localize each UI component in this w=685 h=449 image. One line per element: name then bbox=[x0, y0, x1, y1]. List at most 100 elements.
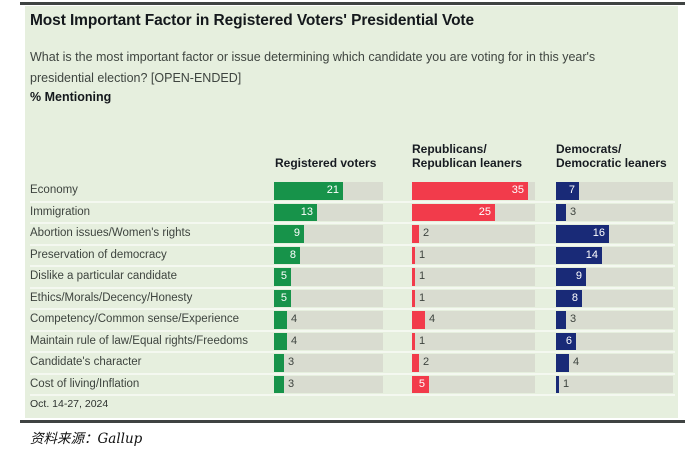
republicans-bar bbox=[412, 332, 415, 350]
registered-voters-bar bbox=[274, 375, 284, 393]
registered-voters-track: 9 bbox=[274, 225, 383, 243]
registered-voters-bar: 8 bbox=[274, 246, 300, 264]
row-label: Ethics/Morals/Decency/Honesty bbox=[30, 291, 193, 304]
registered-voters-value: 3 bbox=[288, 356, 295, 368]
democrats-value: 16 bbox=[592, 227, 605, 239]
republicans-bar bbox=[412, 225, 419, 243]
republicans-value: 5 bbox=[418, 377, 425, 390]
survey-question: What is the most important factor or iss… bbox=[30, 50, 596, 85]
democrats-track: 1 bbox=[556, 375, 673, 393]
registered-voters-track: 8 bbox=[274, 246, 383, 264]
republicans-bar bbox=[412, 311, 425, 329]
republicans-track: 2 bbox=[412, 225, 535, 243]
chart-row: Cost of living/Inflation 3 5 1 bbox=[30, 375, 675, 395]
democrats-value: 4 bbox=[573, 356, 580, 368]
registered-voters-bar: 21 bbox=[274, 182, 343, 200]
chart-row: Abortion issues/Women's rights 9 2 16 bbox=[30, 224, 675, 244]
bottom-rule bbox=[20, 420, 685, 423]
page-title: Most Important Factor in Registered Vote… bbox=[30, 12, 475, 29]
registered-voters-bar bbox=[274, 311, 287, 329]
row-label: Preservation of democracy bbox=[30, 248, 167, 261]
democrats-track: 9 bbox=[556, 268, 673, 286]
democrats-value: 3 bbox=[570, 313, 577, 325]
top-rule bbox=[20, 2, 685, 5]
democrats-track: 14 bbox=[556, 246, 673, 264]
republicans-bar bbox=[412, 289, 415, 307]
republicans-track: 2 bbox=[412, 354, 535, 372]
republicans-track: 25 bbox=[412, 203, 535, 221]
chart-row: Maintain rule of law/Equal rights/Freedo… bbox=[30, 332, 675, 352]
democrats-value: 14 bbox=[585, 248, 598, 261]
democrats-value: 7 bbox=[568, 184, 575, 196]
registered-voters-value: 5 bbox=[280, 270, 287, 282]
column-header-registered-voters: Registered voters bbox=[275, 156, 377, 170]
chart-row: Ethics/Morals/Decency/Honesty 5 1 8 bbox=[30, 289, 675, 309]
chart-row: Competency/Common sense/Experience 4 4 3 bbox=[30, 310, 675, 330]
republicans-track: 5 bbox=[412, 375, 535, 393]
registered-voters-track: 5 bbox=[274, 268, 383, 286]
registered-voters-value: 21 bbox=[326, 184, 339, 196]
registered-voters-track: 3 bbox=[274, 375, 383, 393]
republicans-value: 2 bbox=[423, 227, 430, 239]
democrats-bar: 9 bbox=[556, 268, 586, 286]
row-label: Maintain rule of law/Equal rights/Freedo… bbox=[30, 334, 248, 347]
republicans-track: 35 bbox=[412, 182, 535, 200]
republicans-bar: 25 bbox=[412, 203, 495, 221]
republicans-bar bbox=[412, 246, 415, 264]
registered-voters-bar bbox=[274, 354, 284, 372]
democrats-value: 6 bbox=[565, 334, 572, 347]
democrats-value: 9 bbox=[575, 270, 582, 282]
registered-voters-track: 4 bbox=[274, 311, 383, 329]
republicans-bar bbox=[412, 354, 419, 372]
row-label: Competency/Common sense/Experience bbox=[30, 313, 240, 325]
republicans-value: 35 bbox=[511, 184, 524, 196]
registered-voters-bar: 5 bbox=[274, 289, 291, 307]
registered-voters-bar: 13 bbox=[274, 203, 317, 221]
republicans-bar: 5 bbox=[412, 375, 429, 393]
republicans-value: 25 bbox=[478, 205, 491, 218]
democrats-track: 4 bbox=[556, 354, 673, 372]
chart-row: Candidate's character 3 2 4 bbox=[30, 353, 675, 373]
democrats-value: 8 bbox=[571, 291, 578, 304]
democrats-bar: 14 bbox=[556, 246, 602, 264]
democrats-bar bbox=[556, 375, 559, 393]
bar-chart-rows: Economy 21 35 7 Immigration 13 25 3 Abortion iss… bbox=[30, 181, 675, 396]
registered-voters-value: 4 bbox=[291, 334, 298, 347]
chart-row: Preservation of democracy 8 1 14 bbox=[30, 246, 675, 266]
registered-voters-track: 4 bbox=[274, 332, 383, 350]
row-label: Immigration bbox=[30, 205, 91, 218]
democrats-track: 16 bbox=[556, 225, 673, 243]
field-dates: Oct. 14-27, 2024 bbox=[30, 398, 109, 410]
registered-voters-track: 13 bbox=[274, 203, 383, 221]
republicans-value: 4 bbox=[429, 313, 436, 325]
democrats-track: 7 bbox=[556, 182, 673, 200]
democrats-value: 3 bbox=[570, 205, 577, 218]
registered-voters-value: 3 bbox=[288, 377, 295, 390]
republicans-track: 1 bbox=[412, 289, 535, 307]
registered-voters-bar bbox=[274, 332, 287, 350]
democrats-track: 6 bbox=[556, 332, 673, 350]
row-label: Abortion issues/Women's rights bbox=[30, 227, 191, 239]
democrats-bar: 8 bbox=[556, 289, 582, 307]
democrats-track: 3 bbox=[556, 203, 673, 221]
democrats-track: 8 bbox=[556, 289, 673, 307]
chart-row: Immigration 13 25 3 bbox=[30, 203, 675, 223]
republicans-value: 1 bbox=[419, 334, 426, 347]
row-label: Dislike a particular candidate bbox=[30, 270, 178, 282]
republicans-bar bbox=[412, 268, 415, 286]
registered-voters-track: 3 bbox=[274, 354, 383, 372]
democrats-bar bbox=[556, 203, 566, 221]
republicans-value: 2 bbox=[423, 356, 430, 368]
column-header-democrats: Democrats/ Democratic leaners bbox=[556, 142, 667, 170]
republicans-value: 1 bbox=[419, 248, 426, 261]
registered-voters-value: 5 bbox=[280, 291, 287, 304]
registered-voters-value: 9 bbox=[293, 227, 300, 239]
democrats-bar: 16 bbox=[556, 225, 609, 243]
democrats-value: 1 bbox=[563, 377, 570, 390]
registered-voters-value: 8 bbox=[289, 248, 296, 261]
democrats-track: 3 bbox=[556, 311, 673, 329]
column-header-republicans: Republicans/ Republican leaners bbox=[412, 142, 523, 170]
democrats-bar bbox=[556, 311, 566, 329]
registered-voters-track: 21 bbox=[274, 182, 383, 200]
